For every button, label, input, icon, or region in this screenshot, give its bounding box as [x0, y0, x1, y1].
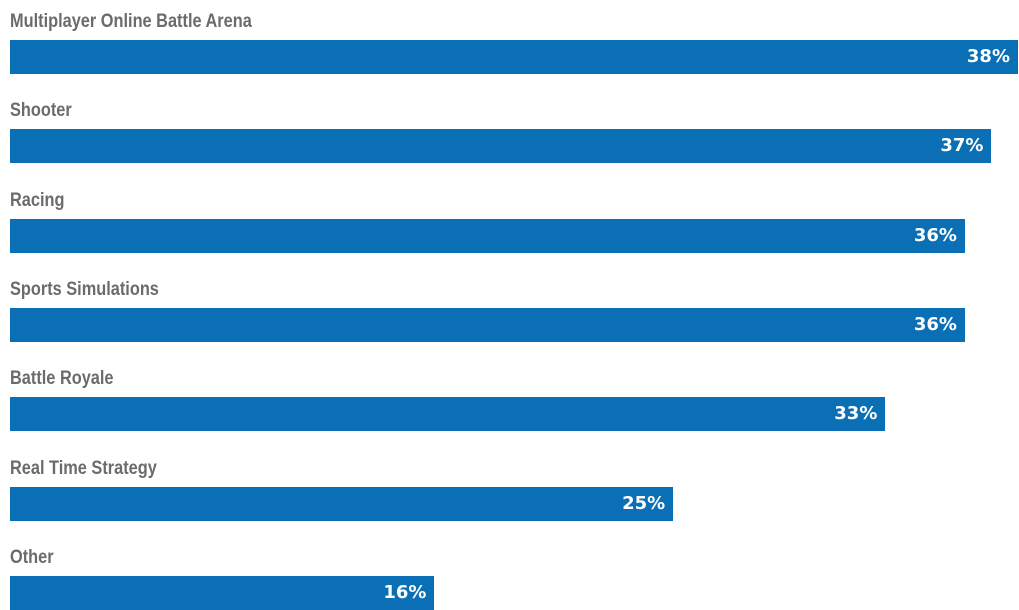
bar: 38%: [10, 40, 1018, 74]
bar-value-label: 36%: [913, 224, 957, 246]
bar-value-label: 33%: [834, 403, 878, 425]
category-label: Racing: [10, 189, 65, 211]
bar: 36%: [10, 218, 965, 253]
bar: 33%: [10, 397, 886, 432]
category-label: Shooter: [10, 100, 72, 122]
bar: 36%: [10, 307, 965, 342]
bar-value-label: 25%: [622, 492, 666, 514]
bar-value-label: 16%: [383, 581, 427, 603]
bar: 16%: [10, 575, 435, 610]
category-label: Multiplayer Online Battle Arena: [10, 11, 252, 32]
category-label: Battle Royale: [10, 368, 114, 390]
bar-value-label: 38%: [966, 46, 1010, 67]
category-label: Real Time Strategy: [10, 457, 157, 479]
category-label: Other: [10, 546, 54, 568]
bar: 25%: [10, 486, 674, 521]
bar: 37%: [10, 129, 992, 164]
category-label: Sports Simulations: [10, 278, 159, 300]
bar-value-label: 37%: [940, 135, 984, 157]
bar-value-label: 36%: [913, 313, 957, 335]
